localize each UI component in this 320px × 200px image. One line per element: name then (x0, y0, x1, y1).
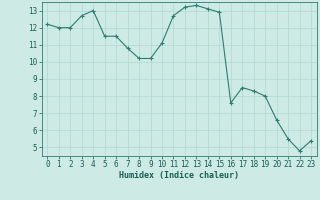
X-axis label: Humidex (Indice chaleur): Humidex (Indice chaleur) (119, 171, 239, 180)
